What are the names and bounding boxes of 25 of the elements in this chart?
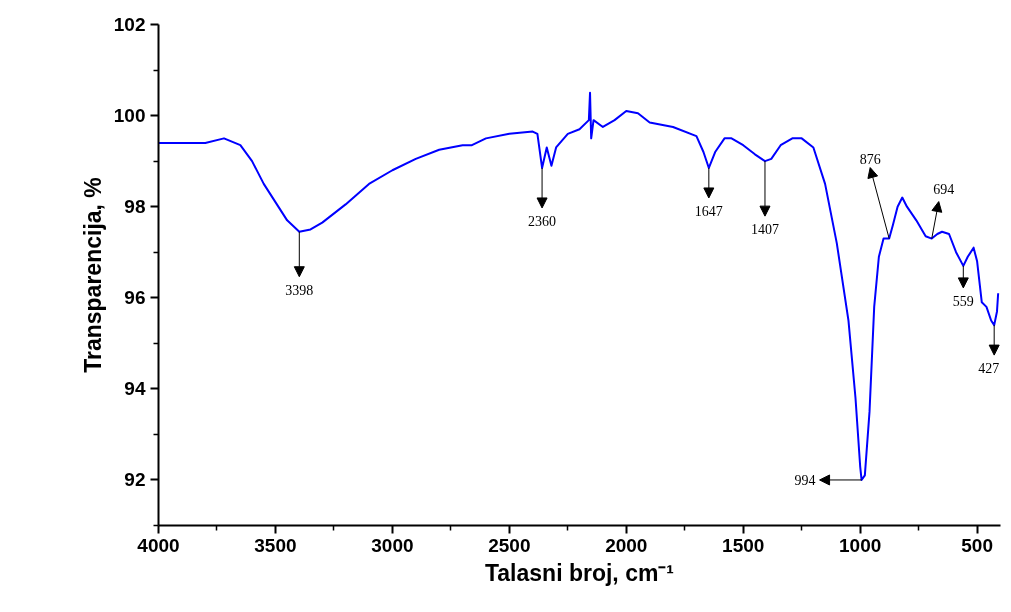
x-tick-label: 500 bbox=[961, 534, 993, 556]
y-axis-title: Transparencija, % bbox=[79, 177, 106, 373]
y-tick-label: 98 bbox=[124, 196, 146, 218]
x-tick-label: 2500 bbox=[488, 534, 531, 556]
annotation: 3398 bbox=[285, 282, 314, 298]
y-tick-label: 96 bbox=[124, 287, 146, 309]
y-tick-label: 94 bbox=[124, 378, 146, 400]
annotation: 876 bbox=[859, 151, 881, 167]
x-tick-label: 2000 bbox=[605, 534, 648, 556]
x-tick-label: 3500 bbox=[254, 534, 297, 556]
x-tick-label: 1000 bbox=[839, 534, 882, 556]
annotation: 559 bbox=[952, 293, 974, 309]
x-axis-title: Talasni broj, cm⁻¹ bbox=[484, 559, 675, 586]
x-tick-label: 1500 bbox=[722, 534, 765, 556]
y-tick-label: 100 bbox=[113, 105, 146, 127]
annotation: 1407 bbox=[750, 222, 779, 238]
x-tick-label: 4000 bbox=[137, 534, 180, 556]
y-tick-label: 92 bbox=[124, 469, 146, 491]
annotation: 994 bbox=[794, 472, 816, 488]
y-tick-label: 102 bbox=[113, 14, 146, 35]
annotation: 2360 bbox=[528, 213, 557, 229]
x-tick-label: 3000 bbox=[371, 534, 414, 556]
annotation: 1647 bbox=[694, 203, 723, 219]
annotation: 694 bbox=[933, 181, 955, 197]
annotation: 427 bbox=[978, 361, 1000, 377]
